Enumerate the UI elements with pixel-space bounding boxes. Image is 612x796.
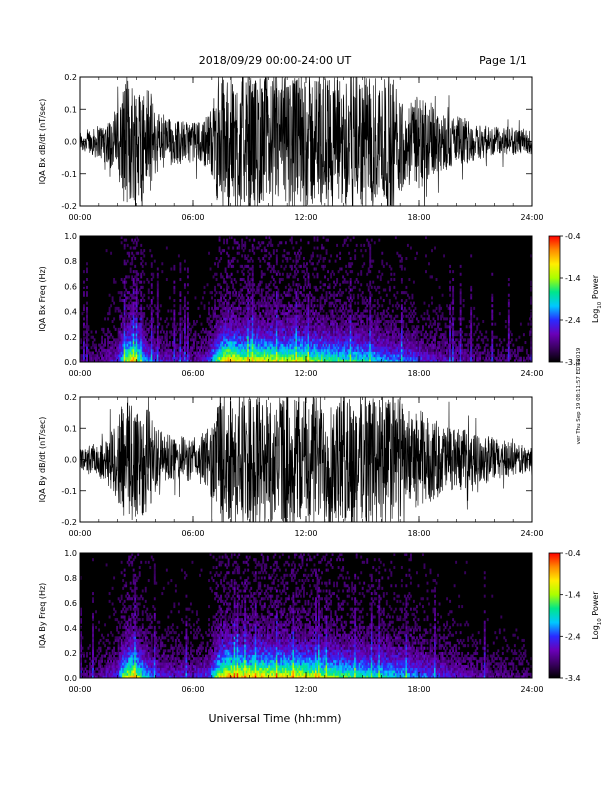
x-tick-label: 12:00 [294,529,317,538]
x-tick-label: 12:00 [294,213,317,222]
y-axis-label: IQA By dB/dt (nT/sec) [38,417,47,503]
x-tick-label: 12:00 [294,369,317,378]
colorbar-gradient [549,553,560,678]
colorbar-gradient [549,236,560,362]
y-tick-label: 1.0 [64,549,77,558]
colorbar-tick-label: -3.4 [565,674,581,683]
waveform-series [80,351,532,571]
y-tick-label: 0.0 [64,138,77,147]
y-axis-label: IQA Bx dB/dt (nT/sec) [38,99,47,185]
panels-group: 00:00 06:00 12:00 18:00 24:00 -0.2 -0.1 0.0 0.1 0… [38,24,603,694]
x-tick-label: 18:00 [407,529,430,538]
colorbar-tick-label: -1.4 [565,274,581,283]
y-axis-label: IQA By Freq (Hz) [38,583,47,649]
report-title: 2018/09/29 00:00-24:00 UT [199,54,352,67]
y-tick-label: -0.2 [61,202,77,211]
y-tick-label: 0.0 [64,674,77,683]
spectrogram-panel-2: 00:00 06:00 12:00 18:00 24:00 0.0 0.2 0.4 0.6 0.8… [38,232,603,378]
x-tick-label: 24:00 [520,529,543,538]
x-tick-label: 00:00 [68,369,91,378]
y-tick-label: 0.6 [64,599,77,608]
x-tick-label: 24:00 [520,685,543,694]
y-tick-label: 0.1 [64,105,77,114]
x-tick-label: 12:00 [294,685,317,694]
y-tick-label: 0.2 [64,333,77,342]
colorbar-tick-label: -0.4 [565,232,581,241]
colorbar-tick-label: -0.4 [565,549,581,558]
y-tick-label: 0.2 [64,73,77,82]
x-tick-label: 24:00 [520,369,543,378]
x-tick-label: 00:00 [68,529,91,538]
y-tick-label: -0.2 [61,518,77,527]
x-tick-label: 06:00 [181,529,204,538]
x-tick-label: 00:00 [68,685,91,694]
waveform-panel-3: 00:00 06:00 12:00 18:00 24:00 -0.2 -0.1 0.0 0.1 0… [38,351,544,571]
colorbar-tick-label: -2.4 [565,316,581,325]
x-tick-label: 06:00 [181,369,204,378]
y-tick-label: 0.4 [64,624,77,633]
colorbar-tick-label: -2.4 [565,632,581,641]
y-tick-label: -0.1 [61,487,77,496]
y-tick-label: 0.2 [64,649,77,658]
y-tick-label: -0.1 [61,170,77,179]
x-tick-label: 06:00 [181,213,204,222]
x-tick-label: 18:00 [407,685,430,694]
x-axis-title: Universal Time (hh:mm) [209,712,342,725]
y-tick-label: 0.8 [64,574,77,583]
x-tick-label: 06:00 [181,685,204,694]
x-tick-label: 18:00 [407,369,430,378]
y-tick-label: 0.0 [64,358,77,367]
x-tick-label: 24:00 [520,213,543,222]
y-tick-label: 0.1 [64,424,77,433]
colorbar: -0.4 -1.4 -2.4 -3.4 Log10 Power [549,549,603,683]
colorbar: -0.4 -1.4 -2.4 -3.4 Log10 Power [549,232,603,367]
x-tick-label: 18:00 [407,213,430,222]
y-tick-label: 0.8 [64,257,77,266]
x-tick-label: 00:00 [68,213,91,222]
colorbar-label: Log10 Power [591,274,603,323]
y-tick-label: 1.0 [64,232,77,241]
y-axis-label: IQA Bx Freq (Hz) [38,266,47,332]
spectrogram-panel-4: 00:00 06:00 12:00 18:00 24:00 0.0 0.2 0.4 0.6 0.8… [38,549,603,694]
colorbar-tick-label: -3.4 [565,358,581,367]
y-tick-label: 0.4 [64,308,77,317]
colorbar-tick-label: -1.4 [565,591,581,600]
page-indicator: Page 1/1 [479,54,527,67]
y-tick-label: 0.6 [64,282,77,291]
y-tick-label: 0.0 [64,456,77,465]
y-tick-label: 0.2 [64,393,77,402]
colorbar-label: Log10 Power [591,591,603,640]
